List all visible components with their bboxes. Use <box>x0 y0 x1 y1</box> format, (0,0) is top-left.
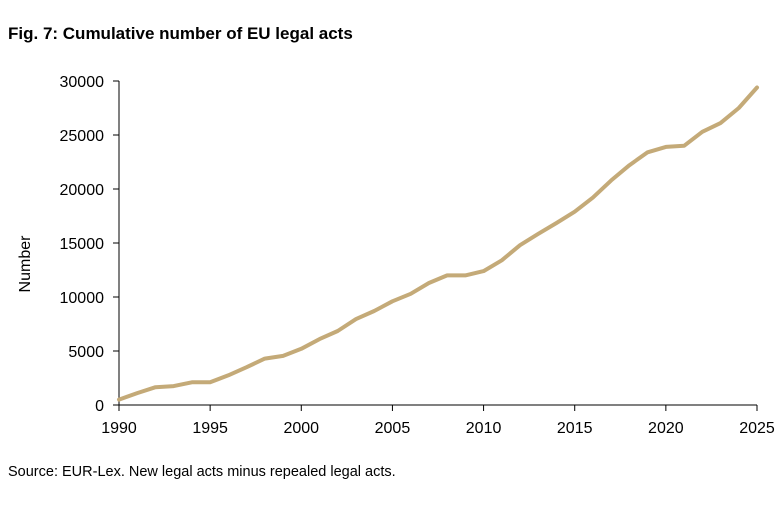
x-tick-label: 2005 <box>375 420 411 437</box>
x-tick-label: 2025 <box>739 420 775 437</box>
x-tick-label: 1990 <box>101 420 137 437</box>
source-note: Source: EUR-Lex. New legal acts minus re… <box>8 464 396 480</box>
y-tick-label: 0 <box>95 398 104 415</box>
y-axis: 0 5000 10000 15000 20000 25000 30000 <box>60 74 120 415</box>
y-axis-title: Number <box>17 235 34 293</box>
y-tick-label: 30000 <box>60 74 105 91</box>
y-tick-label: 5000 <box>68 344 104 361</box>
y-tick-label: 10000 <box>60 290 105 307</box>
y-tick-label: 15000 <box>60 236 105 253</box>
x-tick-label: 2020 <box>648 420 684 437</box>
x-tick-label: 2010 <box>466 420 502 437</box>
x-tick-label: 2015 <box>557 420 593 437</box>
y-tick-label: 20000 <box>60 182 105 199</box>
series-line <box>117 85 759 402</box>
y-tick-label: 25000 <box>60 128 105 145</box>
x-tick-label: 2000 <box>283 420 319 437</box>
chart-title: Fig. 7: Cumulative number of EU legal ac… <box>8 24 353 43</box>
x-axis: 1990 1995 2000 2005 2010 2015 2020 2025 <box>101 404 775 437</box>
x-tick-label: 1995 <box>192 420 228 437</box>
series-group <box>117 85 759 402</box>
